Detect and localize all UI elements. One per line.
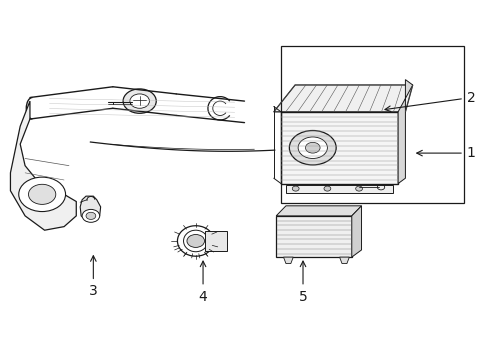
Text: 1: 1 — [416, 146, 475, 160]
Text: 2: 2 — [384, 90, 475, 112]
Circle shape — [28, 184, 56, 204]
Circle shape — [355, 186, 362, 191]
Bar — [281, 112, 397, 184]
Circle shape — [82, 210, 100, 222]
Text: 4: 4 — [198, 261, 207, 303]
Circle shape — [298, 137, 327, 158]
Polygon shape — [10, 101, 76, 230]
Polygon shape — [351, 206, 361, 257]
Text: 5: 5 — [298, 261, 307, 303]
Circle shape — [289, 131, 335, 165]
Circle shape — [130, 94, 149, 108]
Bar — [276, 216, 351, 257]
Text: 3: 3 — [89, 256, 98, 298]
Circle shape — [292, 186, 299, 191]
Polygon shape — [273, 85, 412, 112]
Circle shape — [19, 177, 65, 212]
Polygon shape — [80, 196, 101, 221]
Circle shape — [186, 234, 204, 247]
Polygon shape — [397, 80, 412, 184]
Bar — [285, 185, 392, 193]
Polygon shape — [339, 257, 348, 264]
Circle shape — [123, 89, 156, 113]
Polygon shape — [283, 257, 293, 264]
Bar — [205, 231, 227, 251]
Circle shape — [86, 212, 96, 220]
Circle shape — [305, 142, 320, 153]
Bar — [281, 45, 463, 203]
Polygon shape — [276, 206, 361, 216]
Circle shape — [324, 186, 330, 191]
